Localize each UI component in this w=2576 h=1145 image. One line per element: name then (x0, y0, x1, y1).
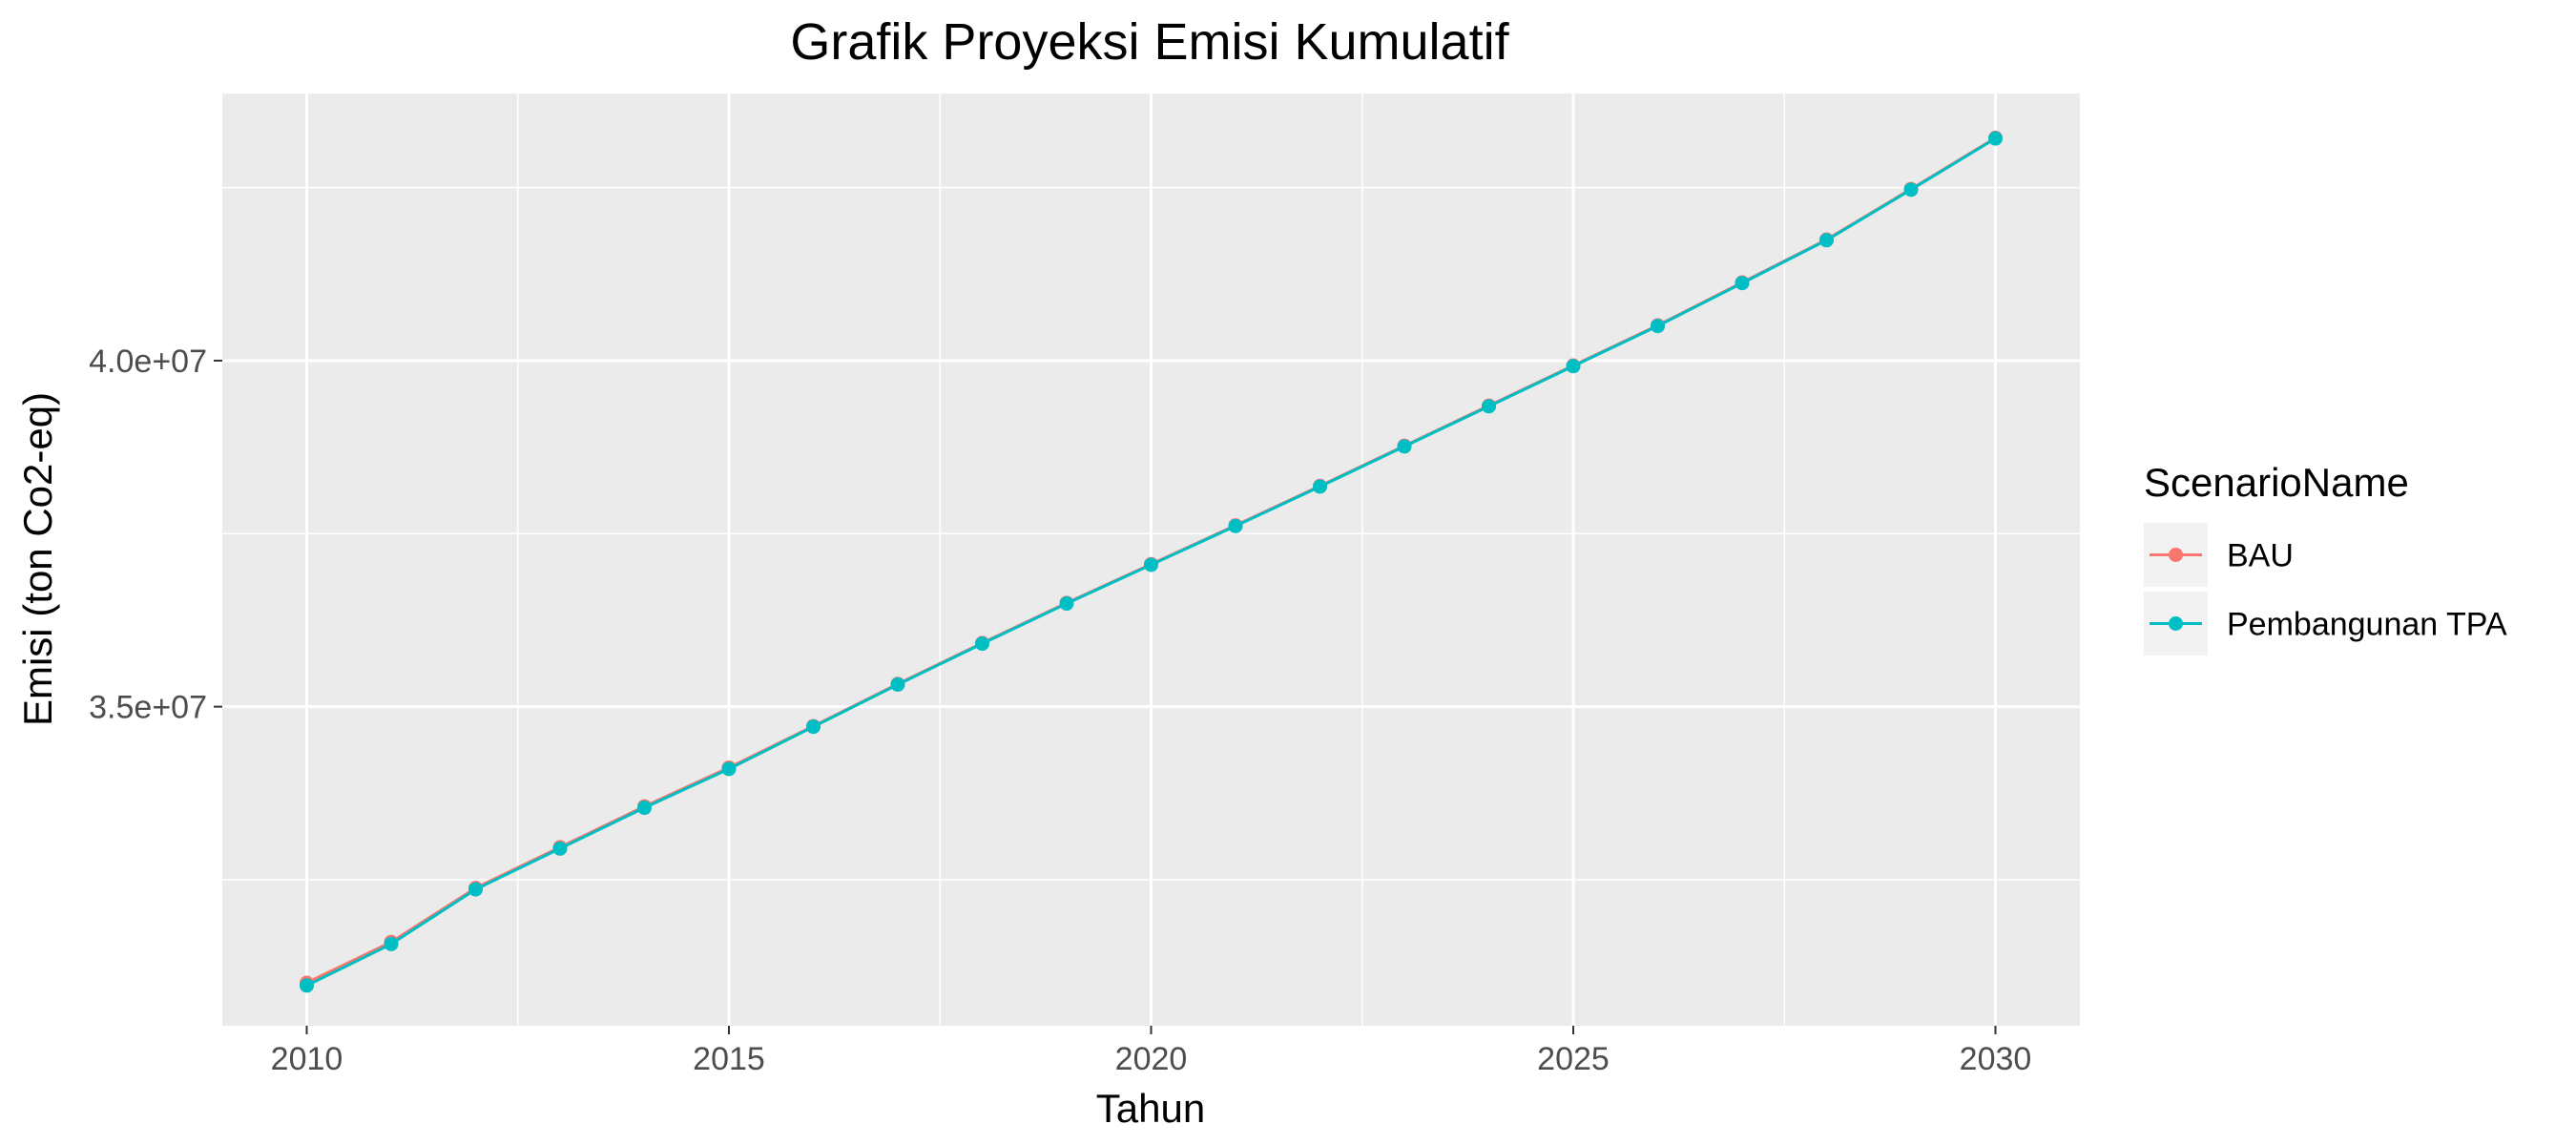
data-point (1735, 276, 1750, 291)
data-point (552, 841, 568, 856)
data-point (1059, 596, 1074, 612)
axis-layer: 2010 2015 2020 2025 2030 3.5e+07 4.0e+07 (89, 344, 2031, 1077)
legend-label: Pembangunan TPA (2227, 607, 2507, 643)
x-tick-label: 2015 (693, 1041, 765, 1077)
data-point (721, 761, 737, 777)
data-point (806, 719, 821, 735)
y-tick-label: 4.0e+07 (89, 344, 207, 380)
y-tick-label: 3.5e+07 (89, 690, 207, 726)
data-point (1228, 518, 1243, 533)
series-layer (300, 130, 2003, 993)
data-point (1144, 557, 1158, 572)
legend-label: BAU (2227, 538, 2294, 574)
x-tick-label: 2010 (271, 1041, 343, 1077)
data-point (1651, 319, 1665, 334)
legend-entries: BAU Pembangunan TPA (2144, 523, 2507, 656)
data-point (1988, 131, 2003, 146)
data-point (468, 882, 483, 897)
data-point (1482, 399, 1496, 414)
data-point (1397, 439, 1412, 454)
data-point (1819, 233, 1834, 248)
y-axis-title: Emisi (ton Co2-eq) (15, 392, 60, 726)
data-point (1903, 182, 1919, 198)
legend-title: ScenarioName (2144, 460, 2409, 505)
x-tick-label: 2025 (1537, 1041, 1610, 1077)
data-point (1313, 479, 1327, 494)
data-point (300, 978, 314, 993)
data-point (1566, 359, 1581, 374)
data-point (975, 636, 989, 652)
chart-title: Grafik Proyeksi Emisi Kumulatif (790, 13, 1509, 71)
legend-key-point (2169, 616, 2183, 631)
x-axis-title: Tahun (1096, 1086, 1205, 1131)
x-tick-label: 2030 (1960, 1041, 2032, 1077)
x-tick-label: 2020 (1115, 1041, 1188, 1077)
data-point (384, 936, 399, 951)
legend: ScenarioName BAU Pembangunan TPA (2144, 460, 2507, 656)
data-point (637, 801, 652, 816)
data-point (890, 677, 905, 692)
legend-key-point (2169, 548, 2183, 562)
